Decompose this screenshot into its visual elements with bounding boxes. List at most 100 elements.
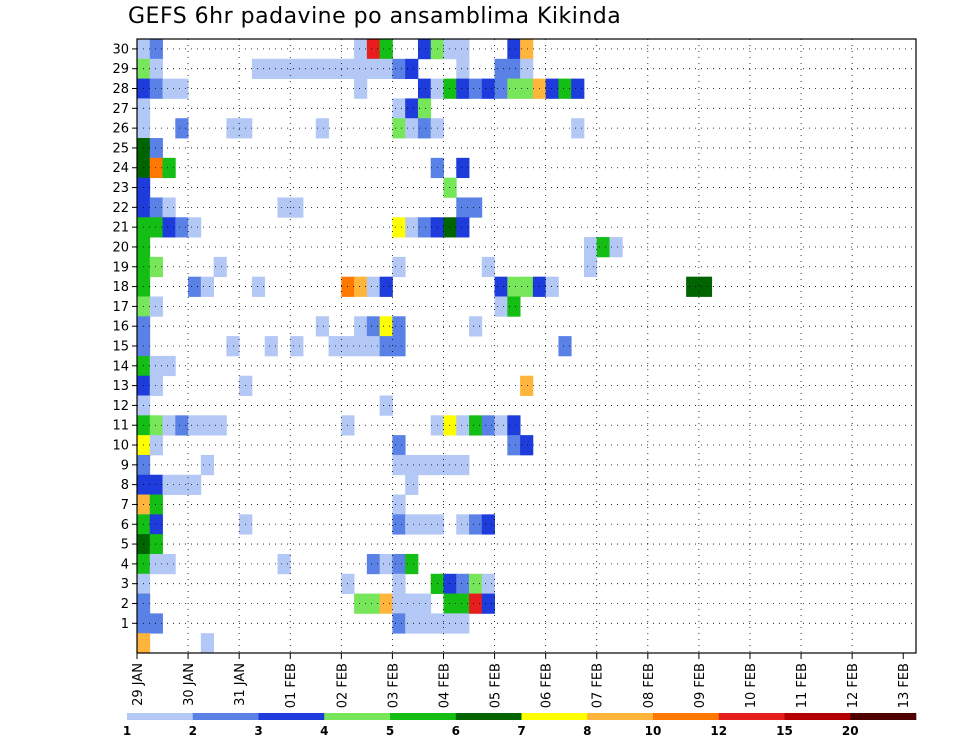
cell-m30-t25 [456, 39, 470, 60]
cell-m15-t12 [290, 336, 304, 357]
cell-m2-t17 [354, 593, 368, 614]
cell-m30-t18 [366, 39, 381, 60]
y-tick-label: 3 [121, 577, 129, 592]
y-tick-label: 22 [112, 201, 129, 216]
cell-m28-t32 [545, 78, 559, 99]
cell-m7-t20 [392, 494, 406, 515]
cell-m21-t22 [417, 217, 432, 238]
cell-m3-t25 [456, 573, 470, 594]
y-tick-label: 30 [112, 42, 129, 57]
cell-m30-t29 [507, 39, 521, 60]
cell-m22-t26 [469, 197, 483, 218]
cell-m4-t19 [379, 553, 393, 575]
cell-m8-t21 [405, 474, 419, 495]
cell-m21-t1 [149, 217, 163, 238]
x-tick-label: 07 FEB [591, 663, 606, 708]
cell-m18-t28 [494, 276, 508, 297]
y-tick-label: 28 [112, 82, 129, 97]
y-tick-label: 25 [112, 141, 129, 156]
cell-m11-t29 [507, 415, 521, 436]
cell-m24-t1 [149, 157, 163, 179]
cell-m6-t27 [481, 514, 495, 535]
cell-m22-t2 [162, 197, 176, 218]
cell-m22-t11 [277, 197, 291, 218]
cell-m29-t25 [456, 58, 470, 80]
cell-m4-t21 [405, 553, 419, 575]
cell-m29-t21 [405, 58, 419, 80]
cell-m27-t20 [392, 98, 406, 119]
cell-m29-t11 [277, 58, 291, 80]
cell-m15-t19 [379, 336, 393, 357]
legend-label: 1 [123, 724, 131, 738]
cell-m12-t19 [379, 395, 393, 416]
cell-m2-t20 [392, 593, 406, 614]
legend-swatch [192, 713, 259, 720]
cell-m11-t25 [456, 415, 470, 436]
y-tick-label: 19 [112, 260, 129, 275]
cell-m6-t21 [405, 514, 419, 535]
cell-m24-t25 [456, 157, 470, 179]
cell-m11-t27 [481, 415, 495, 436]
cell-m16-t14 [315, 316, 329, 337]
cell-m25-t1 [149, 138, 163, 159]
cell-m4-t20 [392, 553, 406, 575]
cell-m11-t4 [188, 415, 202, 436]
cell-m21-t21 [405, 217, 419, 238]
cell-m16-t17 [354, 316, 368, 337]
cell-m19-t27 [481, 256, 495, 278]
cell-m3-t27 [481, 573, 495, 594]
cell-m2-t25 [456, 593, 470, 614]
cell-m26-t3 [175, 118, 189, 139]
cell-m2-t27 [481, 593, 495, 614]
legend-swatch [718, 713, 785, 720]
cell-m1-t1 [149, 613, 163, 634]
cell-m29-t14 [315, 58, 329, 80]
cell-m18-t18 [366, 276, 381, 297]
cell-m16-t19 [379, 316, 393, 337]
cells-layer [137, 39, 713, 654]
cell-m21-t20 [392, 217, 406, 238]
cell-m15-t18 [366, 336, 381, 357]
legend-label: 5 [386, 724, 394, 738]
cell-m26-t7 [226, 118, 240, 139]
legend-label: 12 [710, 724, 727, 738]
legend-swatch [587, 713, 654, 720]
cell-m6-t20 [392, 514, 406, 535]
cell-m28-t26 [469, 78, 483, 99]
legend-swatch [127, 713, 194, 720]
cell-m28-t22 [417, 78, 432, 99]
cell-m18-t44 [698, 276, 713, 297]
cell-m14-t1 [149, 355, 163, 377]
x-axis: 29 JAN 30 JAN 31 JAN 01 FEB 02 FEB 03 FEB 04 F… [131, 653, 912, 708]
cell-m28-t24 [443, 78, 457, 99]
x-tick-label: 29 JAN [131, 663, 146, 706]
cell-m9-t25 [456, 454, 470, 476]
cell-m18-t4 [188, 276, 202, 297]
cell-m17-t1 [149, 296, 163, 317]
cell-m17-t29 [507, 296, 521, 317]
cell-m29-t1 [149, 58, 163, 80]
y-tick-label: 14 [112, 359, 129, 374]
legend-swatch [258, 713, 325, 720]
cell-m9-t20 [392, 454, 406, 476]
cell-m29-t20 [392, 58, 406, 80]
legend-swatch [521, 713, 588, 720]
y-tick-label: 26 [112, 122, 129, 137]
cell-m8-t2 [162, 474, 176, 495]
cell-m21-t4 [188, 217, 202, 238]
cell-m16-t18 [366, 316, 381, 337]
legend-swatch [653, 713, 720, 720]
x-tick-label: 13 FEB [897, 663, 912, 708]
cell-m29-t10 [264, 58, 278, 80]
cell-m26-t14 [315, 118, 329, 139]
y-tick-label: 10 [112, 439, 129, 454]
y-tick-label: 12 [112, 399, 129, 414]
x-tick-label: 04 FEB [437, 663, 452, 708]
legend-label: 20 [842, 724, 859, 738]
y-tick-label: 6 [121, 518, 129, 533]
cell-m11-t28 [494, 415, 508, 436]
x-tick-label: 05 FEB [489, 663, 504, 708]
x-tick-label: 08 FEB [642, 663, 657, 708]
cell-m9-t22 [417, 454, 432, 476]
cell-m21-t2 [162, 217, 176, 238]
